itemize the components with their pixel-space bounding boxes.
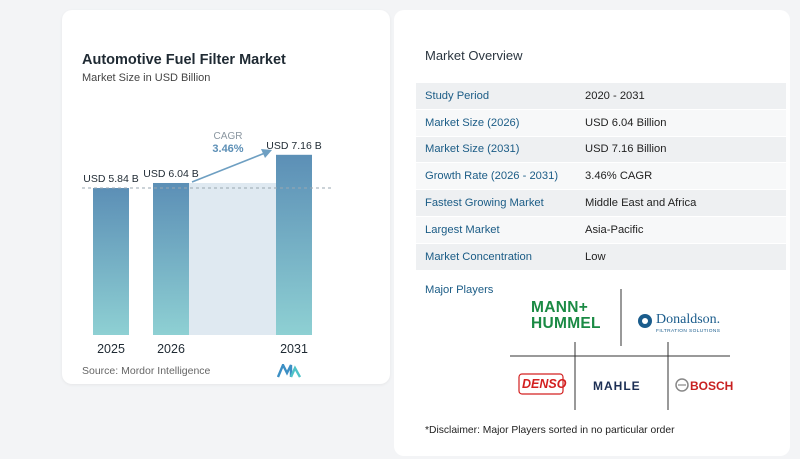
- donaldson-name: Donaldson.: [656, 312, 721, 327]
- row-value: Middle East and Africa: [585, 197, 697, 210]
- chart-subtitle: Market Size in USD Billion: [82, 72, 211, 84]
- row-value: USD 6.04 Billion: [585, 116, 667, 129]
- denso-logo: DENSO: [522, 377, 567, 391]
- tick-label: 2025: [97, 342, 125, 356]
- bar-2031: [276, 154, 312, 335]
- table-row: Market Size (2026) USD 6.04 Billion: [416, 109, 786, 137]
- row-label: Market Concentration: [425, 250, 532, 263]
- row-label: Study Period: [425, 89, 490, 102]
- row-value: 2020 - 2031: [585, 89, 645, 102]
- growth-band: [189, 182, 276, 335]
- disclaimer: *Disclaimer: Major Players sorted in no …: [425, 425, 675, 436]
- donaldson-logo: Donaldson. FILTRATION SOLUTIONS: [656, 312, 720, 334]
- cagr-arrow-head: [261, 149, 272, 158]
- mann-hummel-line1: MANN+: [531, 299, 589, 316]
- row-value: Asia-Pacific: [585, 223, 644, 236]
- table-row: Growth Rate (2026 - 2031) 3.46% CAGR: [416, 163, 786, 191]
- mann-hummel-logo: MANN+ HUMMEL: [531, 300, 601, 332]
- table-row: Study Period 2020 - 2031: [416, 83, 786, 110]
- major-players-label: Major Players: [425, 284, 494, 296]
- table-row: Largest Market Asia-Pacific: [416, 216, 786, 244]
- row-label: Growth Rate (2026 - 2031): [425, 170, 559, 183]
- overview-table: Study Period 2020 - 2031 Market Size (202…: [416, 83, 786, 271]
- data-label: USD 5.84 B: [83, 173, 138, 185]
- row-label: Market Size (2031): [425, 143, 520, 156]
- bar-2025: [93, 188, 129, 335]
- source-note: Source: Mordor Intelligence: [82, 365, 211, 377]
- cagr-value: 3.46%: [212, 143, 243, 155]
- chart-card: Automotive Fuel Filter Market Market Siz…: [62, 10, 390, 384]
- overview-title: Market Overview: [425, 48, 523, 63]
- row-label: Market Size (2026): [425, 116, 520, 129]
- tick-label: 2026: [157, 342, 185, 356]
- table-row: Market Concentration Low: [416, 243, 786, 271]
- table-row: Fastest Growing Market Middle East and Af…: [416, 190, 786, 217]
- donaldson-tagline: FILTRATION SOLUTIONS: [656, 329, 721, 334]
- bar-chart: USD 5.84 B USD 6.04 B USD 7.16 B 2025 2026 20…: [82, 131, 334, 356]
- donaldson-icon: [638, 314, 652, 328]
- row-value: Low: [585, 250, 606, 263]
- row-label: Fastest Growing Market: [425, 197, 544, 210]
- cagr-arrow-line: [191, 152, 266, 183]
- data-label: USD 7.16 B: [266, 140, 321, 152]
- mordor-logo-icon: [277, 364, 301, 378]
- mann-hummel-line2: HUMMEL: [531, 315, 601, 332]
- table-row: Market Size (2031) USD 7.16 Billion: [416, 136, 786, 164]
- cagr-label: CAGR: [214, 131, 243, 142]
- row-value: USD 7.16 Billion: [585, 143, 667, 156]
- chart-title: Automotive Fuel Filter Market: [82, 52, 286, 68]
- bosch-logo: BOSCH: [690, 379, 734, 393]
- tick-label: 2031: [280, 342, 308, 356]
- row-value: 3.46% CAGR: [585, 170, 653, 183]
- mahle-logo: MAHLE: [593, 379, 641, 393]
- bosch-icon: [675, 378, 689, 392]
- bar-2026: [153, 182, 189, 335]
- market-overview-card: Market Overview Study Period 2020 - 2031 …: [394, 10, 790, 456]
- row-label: Largest Market: [425, 223, 500, 236]
- data-label: USD 6.04 B: [143, 168, 198, 180]
